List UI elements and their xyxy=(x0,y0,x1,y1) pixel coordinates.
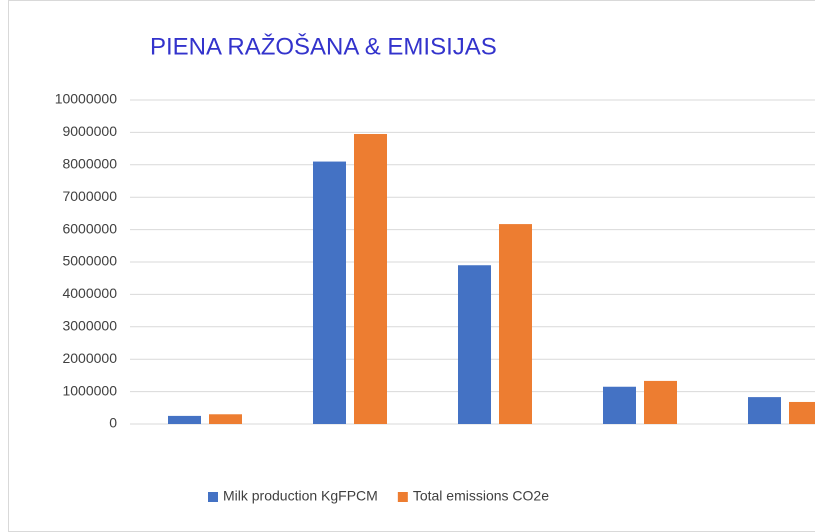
y-tick-label: 10000000 xyxy=(55,91,118,107)
chart-border xyxy=(8,0,815,532)
bar xyxy=(748,397,781,424)
y-tick-label: 8000000 xyxy=(62,156,117,172)
legend-label: Total emissions CO2e xyxy=(413,488,549,504)
y-tick-label: 1000000 xyxy=(62,382,117,398)
y-tick-label: 4000000 xyxy=(62,285,117,301)
y-tick-label: 6000000 xyxy=(62,220,117,236)
legend-swatch xyxy=(397,492,408,502)
y-tick-label: 7000000 xyxy=(62,188,117,204)
bar xyxy=(209,414,242,424)
legend-swatch xyxy=(208,492,218,502)
chart-title: PIENA RAŽOŠANA & EMISIJAS xyxy=(150,32,497,60)
bar xyxy=(789,401,815,424)
legend-label: Milk production KgFPCM xyxy=(223,488,378,504)
bar xyxy=(354,134,387,424)
bar xyxy=(458,265,491,424)
y-tick-label: 9000000 xyxy=(62,123,117,139)
bar xyxy=(313,161,346,424)
bar xyxy=(168,415,201,424)
bar xyxy=(603,386,636,424)
y-tick-label: 0 xyxy=(109,415,117,431)
y-tick-label: 2000000 xyxy=(62,350,117,366)
y-tick-label: 5000000 xyxy=(62,253,117,269)
bar xyxy=(644,380,677,424)
bar xyxy=(499,224,532,424)
y-tick-label: 3000000 xyxy=(62,318,117,334)
